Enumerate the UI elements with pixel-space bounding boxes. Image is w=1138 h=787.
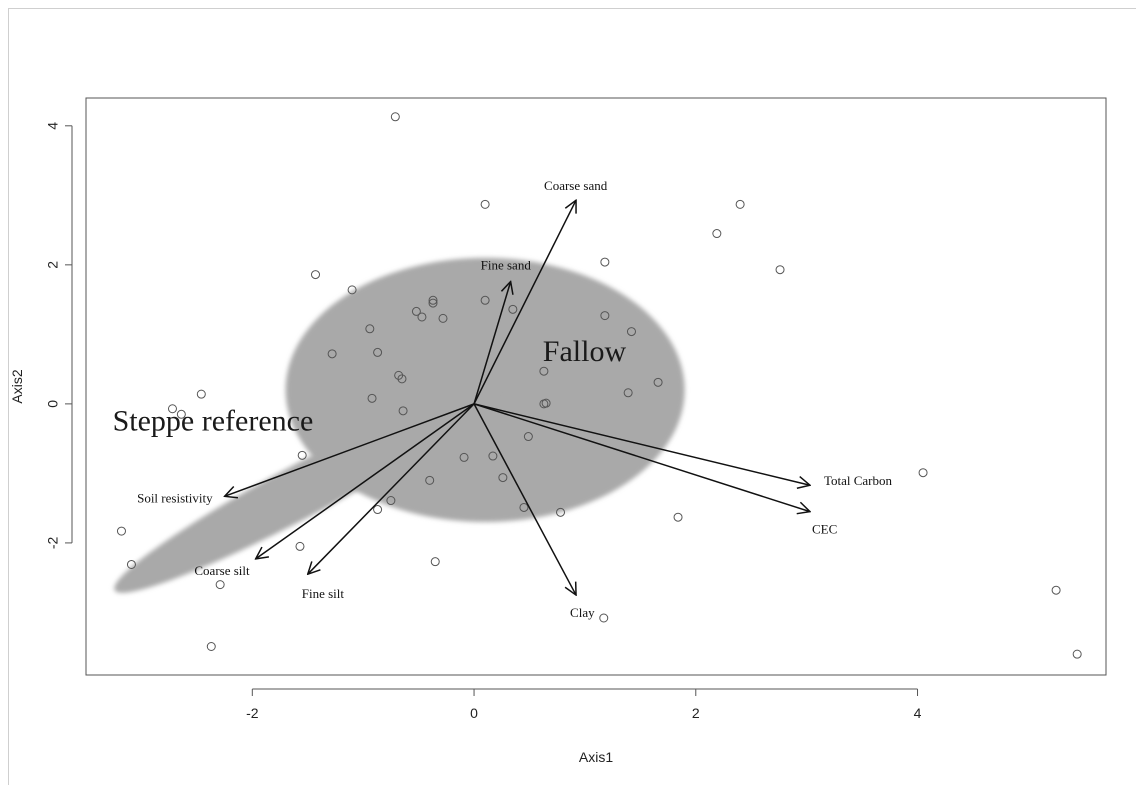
cec-arrow [473,403,810,512]
x-tick-label: -2 [246,705,259,721]
sample-point [397,374,407,384]
sample-point [600,311,610,321]
x-tick-label: 4 [914,705,922,721]
soil-resistivity-label: Soil resistivity [137,490,213,505]
fine-sand-arrow [473,282,511,405]
sample-point [1072,649,1082,659]
sample-points [116,112,1082,659]
sample-point [626,327,636,337]
fine-silt-arrow [308,403,475,574]
sample-point [295,541,305,551]
sample-point [600,257,610,267]
sample-point [390,112,400,122]
sample-point [398,406,408,416]
soil-resistivity-arrow [225,403,475,496]
sample-point [539,366,549,376]
sample-point [735,199,745,209]
sample-point [373,505,383,515]
sample-point [215,580,225,590]
sample-point [556,507,566,517]
total-carbon-label: Total Carbon [824,473,893,488]
y-tick-label: 0 [45,400,61,408]
coarse-silt-label: Coarse silt [194,563,250,578]
coarse-sand-label: Coarse sand [544,178,608,193]
sample-point [425,475,435,485]
sample-point [327,349,337,359]
sample-point [480,199,490,209]
sample-point [373,347,383,357]
sample-point [428,298,438,308]
sample-point [347,285,357,295]
fallow-label: Fallow [543,335,627,368]
steppe-reference-label: Steppe reference [113,404,314,437]
sample-point [167,404,177,414]
plot-area-border [85,97,1107,676]
y-axis-title: Axis2 [9,369,25,403]
y-tick-label: 2 [45,261,61,269]
clay-arrow [473,403,576,595]
sample-point [417,312,427,322]
sample-point [311,270,320,280]
sample-point [367,393,377,403]
sample-point [386,496,396,506]
sample-point [196,389,206,399]
sample-point [116,526,126,536]
sample-point [519,502,529,512]
sample-point [428,295,438,305]
sample-point [523,432,533,442]
x-tick-label: 0 [470,705,478,721]
sample-point [653,377,663,387]
sample-point [498,473,508,483]
sample-point [775,265,785,275]
sample-point [508,304,518,314]
sample-point [480,295,490,305]
x-tick-label: 2 [692,705,700,721]
fine-silt-label: Fine silt [302,586,345,601]
x-axis-title: Axis1 [579,749,613,765]
sample-point [206,641,216,651]
clay-label: Clay [570,605,595,620]
sample-point [176,409,186,419]
cec-label: CEC [812,522,837,537]
sample-point [297,450,307,460]
steppe-reference-ellipse [114,384,497,593]
sample-point [918,468,928,478]
sample-point [126,559,136,569]
sample-point [539,399,549,409]
sample-point [411,306,421,316]
sample-point [459,452,469,462]
sample-point [599,613,609,623]
sample-point [365,324,375,334]
sample-point [1051,585,1061,595]
fine-sand-label: Fine sand [481,258,532,273]
loading-labels: Coarse sand Fine sand Total Carbon CEC Clay F… [137,178,892,620]
sample-point [712,229,722,239]
sample-point [430,557,440,567]
sample-point [488,451,498,461]
sample-point [673,512,683,522]
y-tick-label: -2 [45,536,61,549]
sample-point [623,388,633,398]
figure-frame [8,8,1136,785]
loading-arrows [225,200,810,595]
axes: -2 0 2 4 -2 0 2 4 Axis1 Axis2 [9,122,922,765]
group-labels: Fallow Steppe reference [113,335,627,438]
y-tick-label: 4 [45,122,61,130]
coarse-silt-arrow [256,403,475,559]
sample-point [438,313,448,323]
group-ellipses [114,257,685,593]
coarse-sand-arrow [473,200,576,405]
total-carbon-arrow [473,403,810,485]
